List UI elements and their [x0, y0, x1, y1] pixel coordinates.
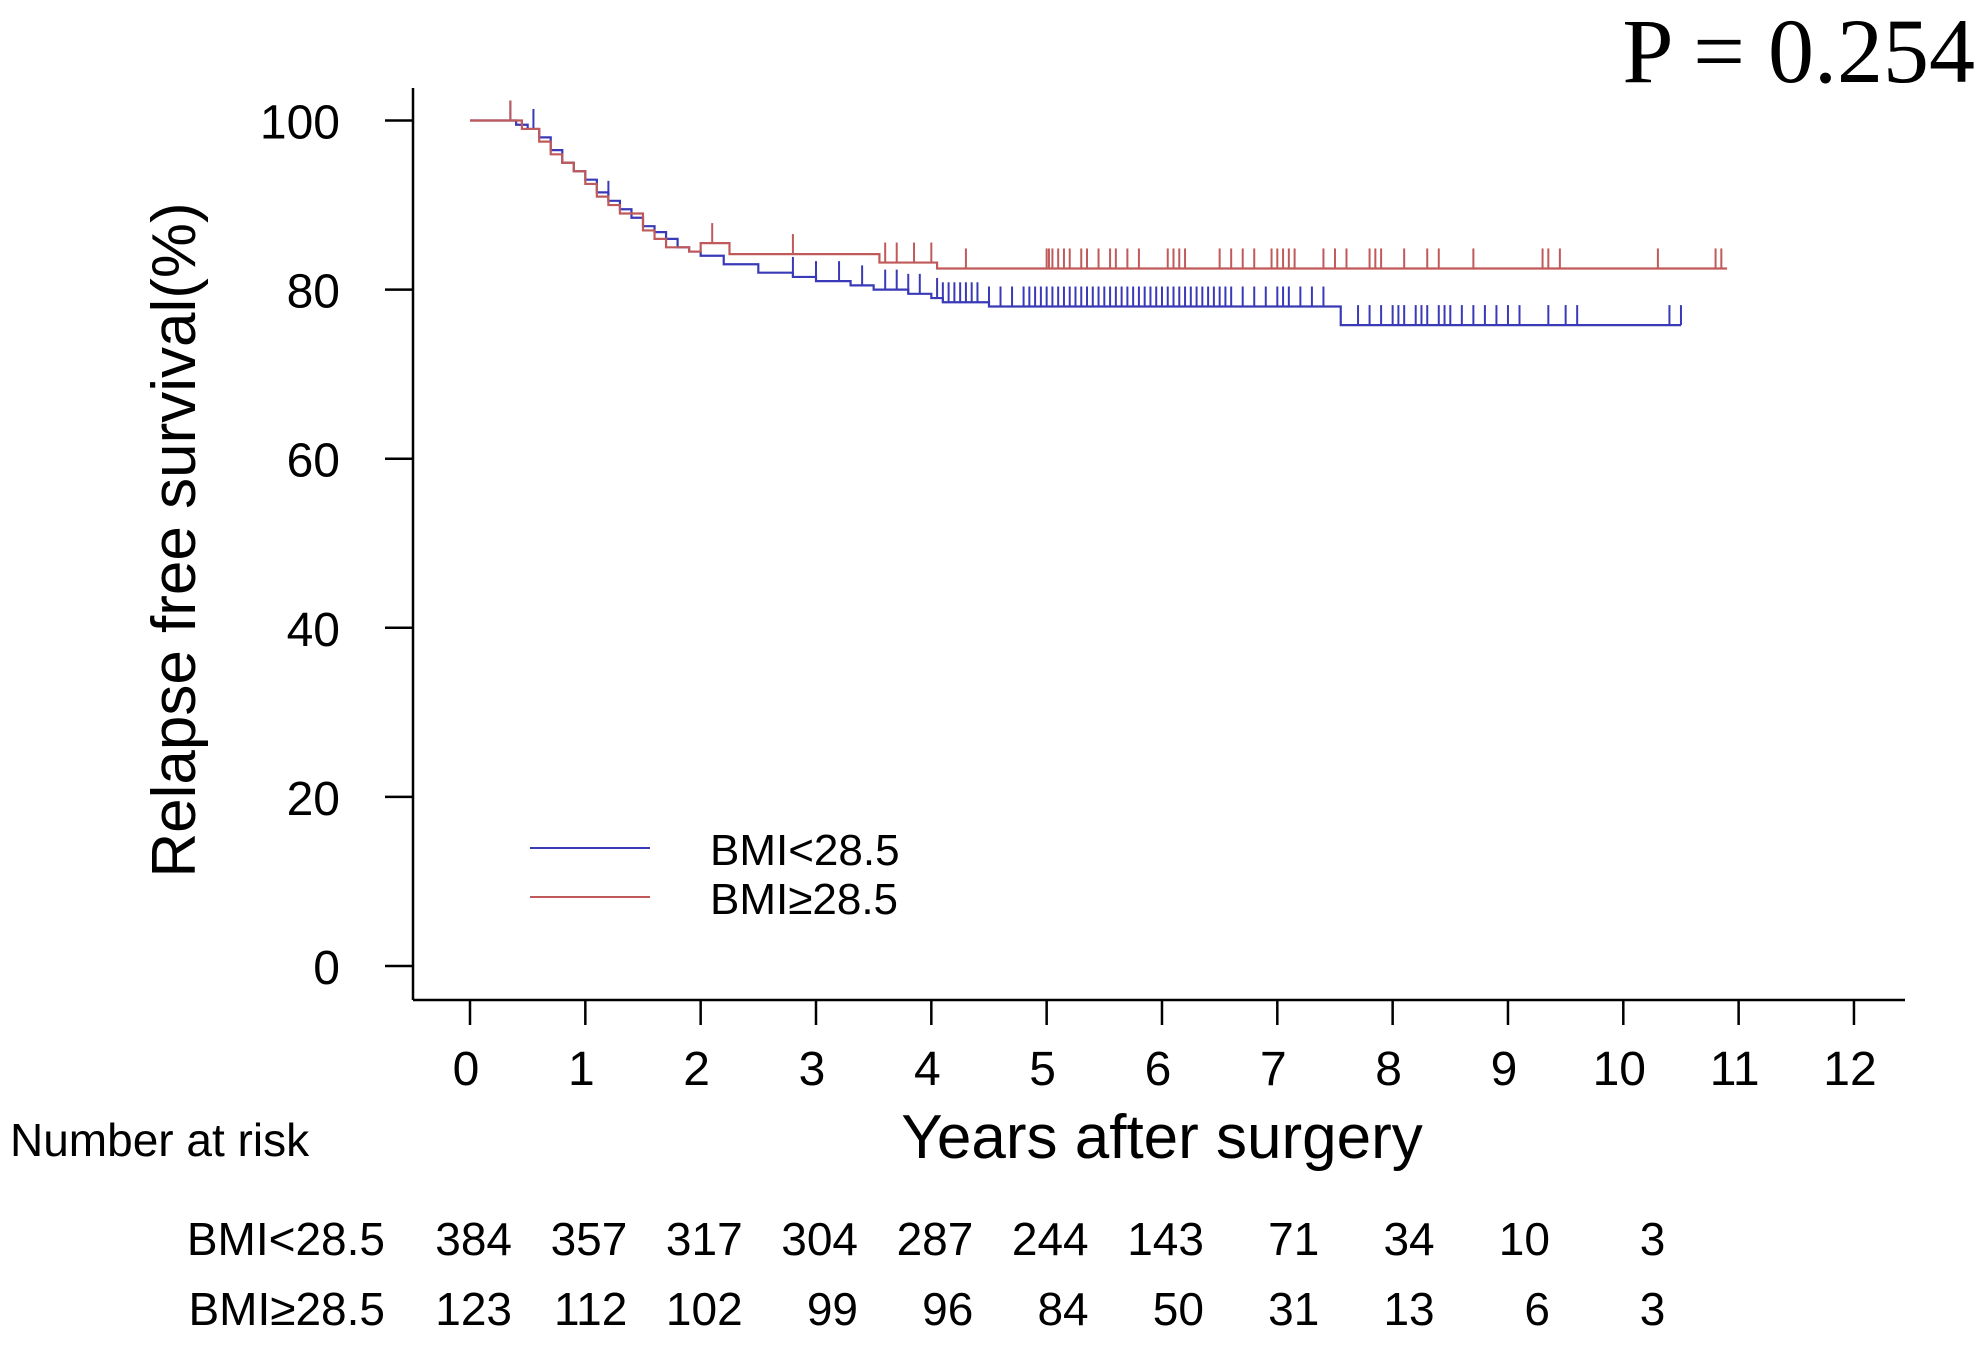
risk-value: 50	[1153, 1283, 1204, 1335]
risk-value: 143	[1127, 1213, 1204, 1265]
legend-label-bmi-high: BMI≥28.5	[710, 875, 898, 924]
risk-value: 71	[1268, 1213, 1319, 1265]
x-tick-label: 11	[1710, 1043, 1760, 1096]
risk-value: 31	[1268, 1283, 1319, 1335]
x-tick-label: 2	[683, 1043, 710, 1096]
risk-value: 317	[666, 1213, 743, 1265]
x-tick-label: 1	[568, 1043, 595, 1096]
y-tick-label: 100	[260, 97, 340, 150]
series-line-bmi-high	[470, 119, 1728, 270]
risk-value: 6	[1524, 1283, 1550, 1335]
y-tick-label: 80	[287, 266, 340, 319]
risk-value: 99	[807, 1283, 858, 1335]
risk-value: 96	[922, 1283, 973, 1335]
risk-value: 13	[1383, 1283, 1434, 1335]
risk-value: 287	[897, 1213, 974, 1265]
x-tick-label: 5	[1029, 1043, 1056, 1096]
x-tick-label: 0	[453, 1043, 480, 1096]
risk-table-title: Number at risk	[10, 1114, 310, 1166]
series-layer	[470, 100, 1728, 327]
legend-label-bmi-low: BMI<28.5	[710, 826, 900, 875]
risk-value: 84	[1037, 1283, 1088, 1335]
risk-value: 357	[551, 1213, 628, 1265]
x-tick-label: 4	[914, 1043, 941, 1096]
x-axis-label: Years after surgery	[901, 1103, 1423, 1172]
series-line-bmi-low	[470, 119, 1681, 327]
p-value-annotation: P = 0.254	[1622, 0, 1975, 102]
risk-value: 3	[1640, 1213, 1666, 1265]
legend: BMI<28.5 BMI≥28.5	[530, 826, 900, 924]
y-tick-label: 20	[287, 773, 340, 826]
x-tick-label: 10	[1593, 1043, 1646, 1096]
risk-value: 112	[554, 1283, 627, 1335]
risk-value: 102	[666, 1283, 743, 1335]
y-tick-label: 40	[287, 604, 340, 657]
risk-value: 384	[435, 1213, 512, 1265]
x-tick-label: 9	[1491, 1043, 1518, 1096]
x-tick-label: 3	[799, 1043, 826, 1096]
risk-value: 123	[435, 1283, 512, 1335]
x-tick-label: 7	[1260, 1043, 1287, 1096]
risk-value: 244	[1012, 1213, 1089, 1265]
risk-row-label-bmi-high: BMI≥28.5	[188, 1283, 385, 1335]
x-tick-label: 6	[1145, 1043, 1172, 1096]
x-tick-label: 8	[1375, 1043, 1402, 1096]
risk-value: 3	[1640, 1283, 1666, 1335]
y-tick-label: 60	[287, 435, 340, 488]
x-tick-label: 12	[1823, 1043, 1876, 1096]
y-axis-label: Relapse free survival(%)	[140, 202, 209, 877]
risk-value: 304	[781, 1213, 858, 1265]
risk-row-label-bmi-low: BMI<28.5	[187, 1213, 385, 1265]
y-tick-label: 0	[313, 942, 340, 995]
risk-value: 34	[1383, 1213, 1434, 1265]
risk-value: 10	[1499, 1213, 1550, 1265]
